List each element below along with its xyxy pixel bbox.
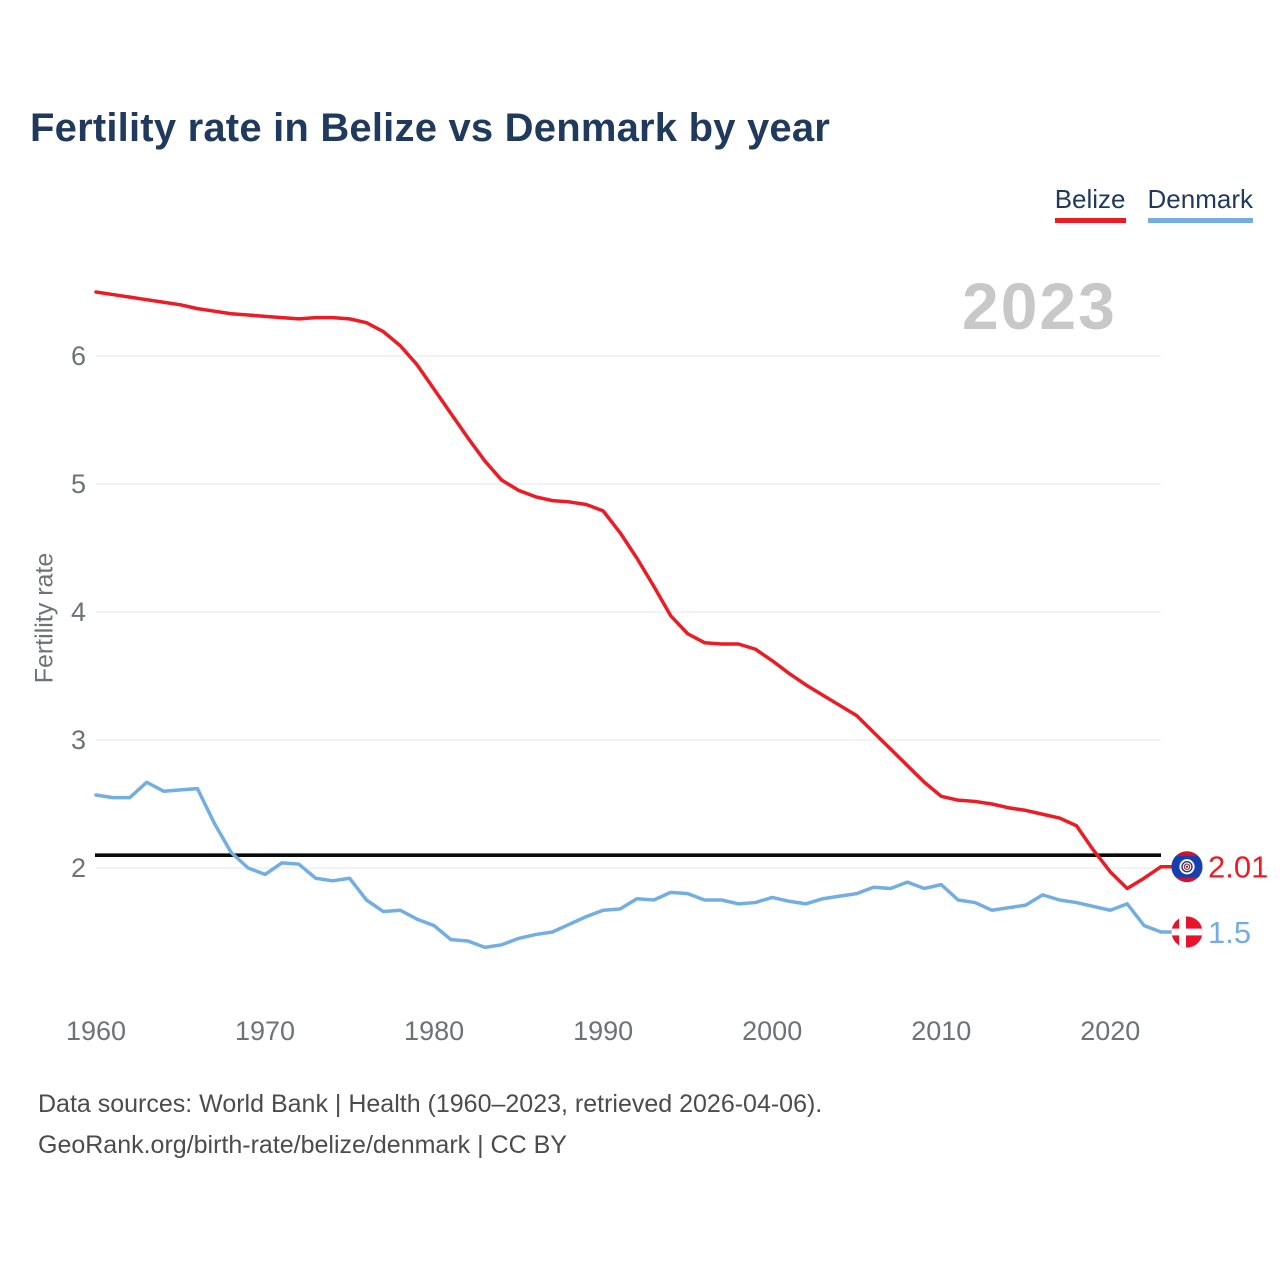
x-tick-label: 2000 [742, 1016, 802, 1046]
denmark-flag-icon [1171, 916, 1203, 948]
x-tick-label: 1960 [66, 1016, 126, 1046]
belize-line [94, 290, 1163, 891]
x-tick-label: 2020 [1080, 1016, 1140, 1046]
x-tick-label: 1970 [235, 1016, 295, 1046]
x-tick-label: 2010 [911, 1016, 971, 1046]
x-tick-label: 1990 [573, 1016, 633, 1046]
denmark-line [94, 780, 1163, 950]
denmark-end-value: 1.5 [1208, 915, 1251, 950]
page-title: Fertility rate in Belize vs Denmark by y… [30, 106, 831, 150]
y-tick-label: 5 [71, 469, 86, 499]
footer-attribution-line: GeoRank.org/birth-rate/belize/denmark | … [38, 1131, 567, 1159]
y-tick-label: 3 [71, 725, 86, 755]
y-tick-label: 6 [71, 341, 86, 371]
footer-sources-line: Data sources: World Bank | Health (1960–… [38, 1090, 823, 1118]
legend-item-belize[interactable]: Belize [1054, 184, 1126, 223]
year-watermark: 2023 [962, 269, 1117, 343]
footer: Data sources: World Bank | Health (1960–… [38, 1084, 822, 1166]
legend-item-denmark[interactable]: Denmark [1147, 184, 1253, 223]
belize-end-value: 2.01 [1208, 850, 1268, 885]
y-tick-label: 2 [71, 853, 86, 883]
x-tick-label: 1980 [404, 1016, 464, 1046]
y-tick-label: 4 [71, 597, 86, 627]
legend: Belize Denmark [1054, 184, 1253, 223]
belize-flag-icon [1171, 851, 1203, 883]
